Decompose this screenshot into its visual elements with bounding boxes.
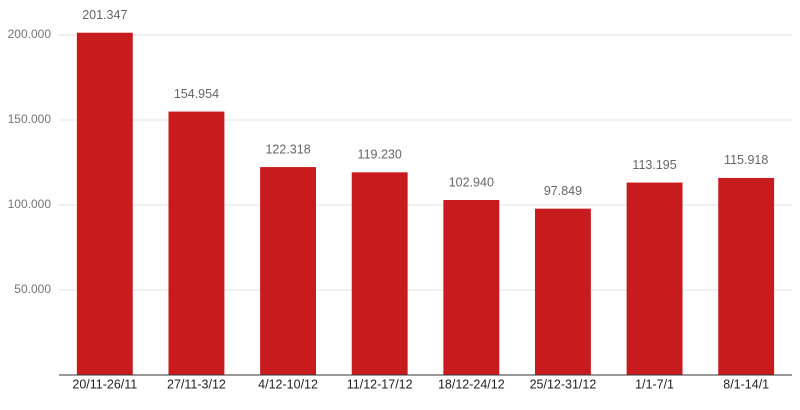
value-label: 201.347 — [82, 8, 127, 22]
y-tick-label: 200.000 — [8, 27, 52, 41]
x-tick-label: 20/11-26/11 — [72, 377, 137, 391]
bar — [351, 172, 408, 375]
value-label: 97.849 — [544, 184, 582, 198]
x-tick-label: 18/12-24/12 — [438, 377, 505, 391]
x-tick-label: 1/1-7/1 — [635, 377, 674, 391]
bar — [626, 182, 683, 375]
value-label: 113.195 — [632, 158, 676, 172]
bar — [443, 200, 500, 375]
value-label: 154.954 — [174, 87, 219, 101]
bar — [260, 167, 317, 375]
y-tick-label: 100.000 — [8, 197, 52, 211]
x-tick-label: 27/11-3/12 — [167, 377, 226, 391]
bar — [718, 177, 775, 375]
value-label: 122.318 — [265, 142, 310, 156]
y-tick-label: 50.000 — [14, 282, 51, 296]
value-label: 102.940 — [449, 175, 494, 189]
value-label: 119.230 — [358, 148, 402, 162]
x-tick-label: 8/1-14/1 — [723, 377, 769, 391]
x-tick-label: 4/12-10/12 — [258, 377, 318, 391]
x-tick-label: 25/12-31/12 — [530, 377, 597, 391]
bar — [76, 32, 133, 376]
y-tick-label: 150.000 — [8, 112, 52, 126]
bar — [534, 208, 591, 375]
bar — [168, 111, 225, 376]
value-label: 115.918 — [724, 153, 768, 167]
x-tick-label: 11/12-17/12 — [347, 377, 413, 391]
